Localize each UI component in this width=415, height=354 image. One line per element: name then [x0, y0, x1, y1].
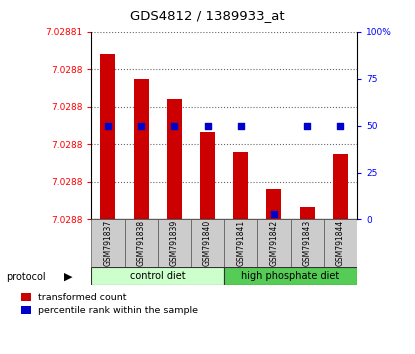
- Bar: [91, 219, 124, 267]
- Bar: [233, 152, 248, 219]
- Text: GSM791843: GSM791843: [303, 220, 312, 267]
- Bar: [167, 99, 182, 219]
- Bar: [158, 219, 191, 267]
- Point: [337, 123, 344, 129]
- Text: GSM791838: GSM791838: [137, 220, 146, 267]
- Bar: [134, 79, 149, 219]
- Text: GDS4812 / 1389933_at: GDS4812 / 1389933_at: [130, 9, 285, 22]
- Point: [304, 123, 310, 129]
- Point: [237, 123, 244, 129]
- Legend: transformed count, percentile rank within the sample: transformed count, percentile rank withi…: [21, 293, 198, 315]
- Bar: [324, 219, 357, 267]
- Text: GSM791842: GSM791842: [269, 220, 278, 267]
- Point: [105, 123, 111, 129]
- Bar: [257, 219, 290, 267]
- Bar: [191, 219, 224, 267]
- Bar: [333, 154, 348, 219]
- Text: GSM791844: GSM791844: [336, 220, 345, 267]
- Text: control diet: control diet: [130, 271, 186, 281]
- Text: protocol: protocol: [6, 272, 46, 282]
- Bar: [300, 207, 315, 219]
- Text: GSM791840: GSM791840: [203, 220, 212, 267]
- Bar: [124, 219, 158, 267]
- Text: high phosphate diet: high phosphate diet: [242, 271, 339, 281]
- Bar: [266, 189, 281, 219]
- Text: GSM791841: GSM791841: [236, 220, 245, 267]
- Text: GSM791837: GSM791837: [103, 220, 112, 267]
- Bar: [224, 219, 257, 267]
- Point: [171, 123, 178, 129]
- Point: [138, 123, 144, 129]
- Bar: [100, 55, 115, 219]
- Bar: [224, 267, 357, 285]
- Point: [271, 211, 277, 217]
- Bar: [290, 219, 324, 267]
- Point: [204, 123, 211, 129]
- Text: ▶: ▶: [64, 272, 73, 282]
- Bar: [91, 267, 224, 285]
- Text: GSM791839: GSM791839: [170, 220, 179, 267]
- Bar: [200, 132, 215, 219]
